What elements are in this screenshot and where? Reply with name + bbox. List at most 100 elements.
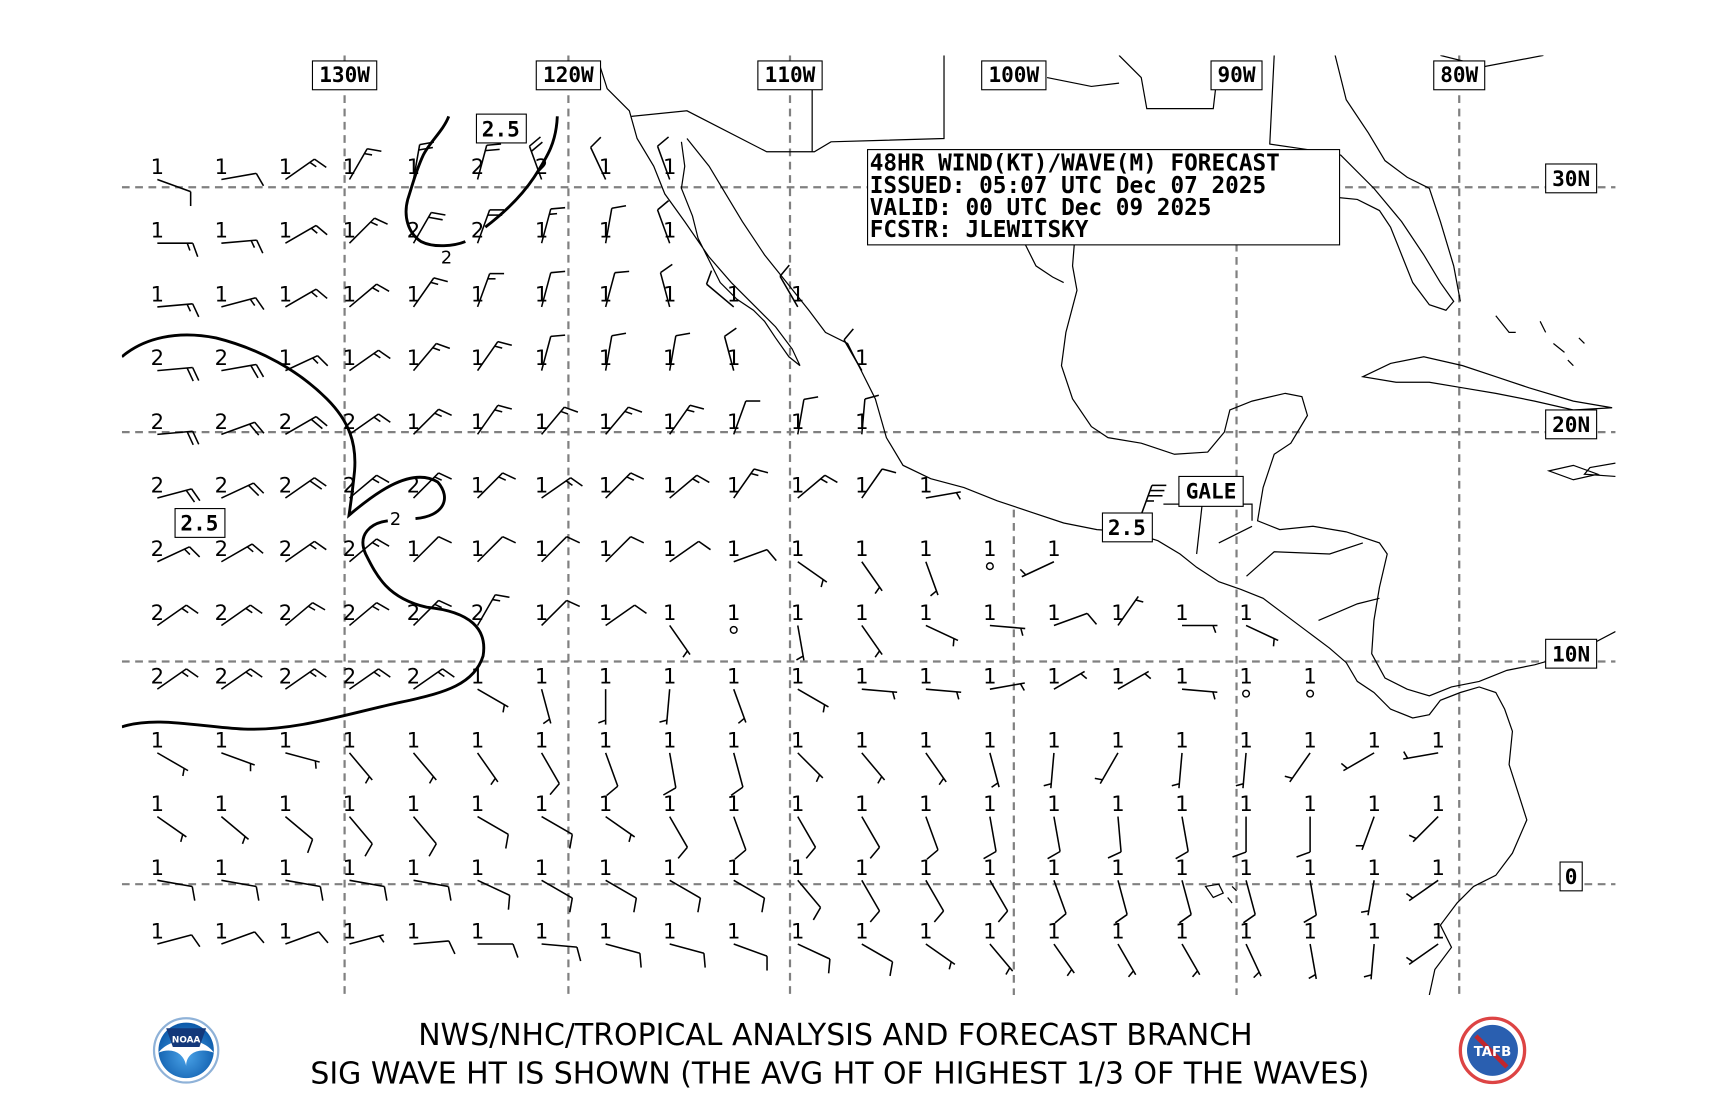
- wind-barb-full: [869, 846, 881, 859]
- wind-barb-full: [933, 910, 945, 923]
- wind-barb-full: [869, 910, 881, 923]
- wind-barb-shaft: [221, 931, 255, 945]
- wind-barb-shaft: [476, 209, 491, 244]
- wind-barb-shaft: [221, 752, 255, 766]
- wave-height: 1: [663, 473, 676, 498]
- contour-label-north-2-5: 2.5: [475, 113, 527, 144]
- wind-barb-half: [364, 152, 373, 156]
- wind-barb-full: [827, 958, 831, 974]
- wind-barb-shaft: [348, 816, 373, 845]
- station: 2: [151, 536, 201, 563]
- station: 1: [407, 855, 452, 901]
- wave-height: 1: [919, 918, 932, 943]
- wave-height: 1: [407, 281, 420, 306]
- wind-barb-full: [247, 484, 260, 497]
- station: 2: [343, 600, 390, 627]
- station: 1: [919, 791, 939, 860]
- wind-barb-shaft: [1343, 752, 1375, 772]
- station: 2: [407, 664, 455, 690]
- station: 1: [535, 270, 566, 308]
- wind-barb-half: [874, 586, 881, 594]
- station: 1: [727, 536, 777, 563]
- wind-barb-full: [306, 839, 314, 854]
- wind-barb-shaft: [477, 815, 509, 835]
- station: 1: [855, 468, 897, 499]
- wind-barb-half: [307, 605, 316, 611]
- svg-text:TAFB: TAFB: [1474, 1045, 1512, 1060]
- station: 1: [215, 918, 265, 945]
- wave-height: 1: [1367, 918, 1380, 943]
- station: 1: [1175, 600, 1218, 634]
- wind-barb-shaft: [861, 943, 893, 963]
- station: 2: [151, 473, 201, 503]
- wind-barb-full: [550, 334, 566, 338]
- wind-barb-full: [1114, 913, 1128, 924]
- contour-label-tehuantepec-2-5: 2.5: [1101, 512, 1153, 543]
- wind-barb-full: [428, 843, 437, 857]
- wind-barb-shaft: [925, 688, 962, 694]
- wave-height: 1: [279, 281, 292, 306]
- wave-height: 1: [791, 281, 804, 306]
- wind-barb-shaft: [541, 943, 577, 948]
- wind-barb-full: [705, 270, 713, 285]
- station: 2: [215, 664, 263, 690]
- station: 2: [279, 536, 327, 563]
- station: 2: [151, 664, 199, 690]
- wind-barb-shaft: [221, 172, 257, 181]
- station: 1: [919, 664, 962, 700]
- wave-height: 1: [343, 154, 356, 179]
- station: 1: [1175, 918, 1201, 978]
- wind-barb-half: [796, 655, 804, 661]
- wind-barb-shaft: [476, 145, 488, 180]
- wind-barb-shaft: [540, 336, 552, 371]
- station: 1: [1303, 918, 1318, 980]
- wave-height: 1: [727, 855, 740, 880]
- station: 1: [1355, 791, 1381, 851]
- station: 1: [471, 472, 517, 499]
- station: 2: [407, 472, 452, 499]
- station: 1: [407, 342, 451, 372]
- wind-barb-full: [724, 327, 737, 338]
- wind-barb-shaft: [412, 816, 437, 845]
- wind-barb-half: [820, 579, 824, 588]
- wind-barb-shaft: [843, 339, 863, 372]
- wind-barb-full: [448, 940, 456, 955]
- station: 1: [215, 791, 250, 845]
- wind-barb-full: [662, 787, 677, 796]
- baja-pacific-coast: [597, 60, 801, 367]
- wind-barb-half: [434, 603, 443, 609]
- wind-barb-shaft: [861, 752, 886, 781]
- station: 1: [407, 408, 452, 435]
- wind-barb-shaft: [1408, 879, 1439, 902]
- wave-height: 1: [919, 727, 932, 752]
- station: 1: [1111, 664, 1152, 690]
- wave-height: 1: [1239, 791, 1252, 816]
- station: 2: [343, 536, 390, 563]
- wave-height: 2: [215, 664, 228, 689]
- wind-barb-full: [805, 846, 817, 859]
- wind-barb-full: [812, 907, 822, 921]
- wave-height: 1: [151, 281, 164, 306]
- wind-barb-full: [314, 668, 327, 678]
- wind-barb-shaft: [797, 943, 831, 960]
- station: 1: [1094, 727, 1125, 784]
- wind-barb-half: [181, 607, 189, 614]
- wave-height: 1: [471, 791, 484, 816]
- wind-barb-full: [766, 549, 777, 562]
- station: 1: [1340, 727, 1381, 772]
- wave-height: 2: [343, 536, 356, 561]
- wave-height: 1: [983, 791, 996, 816]
- wind-barb-full: [1242, 913, 1256, 924]
- wind-barb-shaft: [1245, 943, 1262, 977]
- station: 1: [723, 327, 740, 371]
- wind-barb-full: [504, 834, 510, 849]
- station: 1: [215, 154, 265, 187]
- wind-barb-half: [815, 774, 821, 783]
- wave-height: 1: [663, 918, 676, 943]
- wind-barb-half: [948, 961, 953, 970]
- wind-barb-full: [376, 474, 390, 484]
- wind-barb-full: [1178, 913, 1192, 924]
- station: 2: [471, 143, 502, 180]
- wind-barb-half: [245, 607, 253, 614]
- wind-barb-full: [186, 367, 194, 382]
